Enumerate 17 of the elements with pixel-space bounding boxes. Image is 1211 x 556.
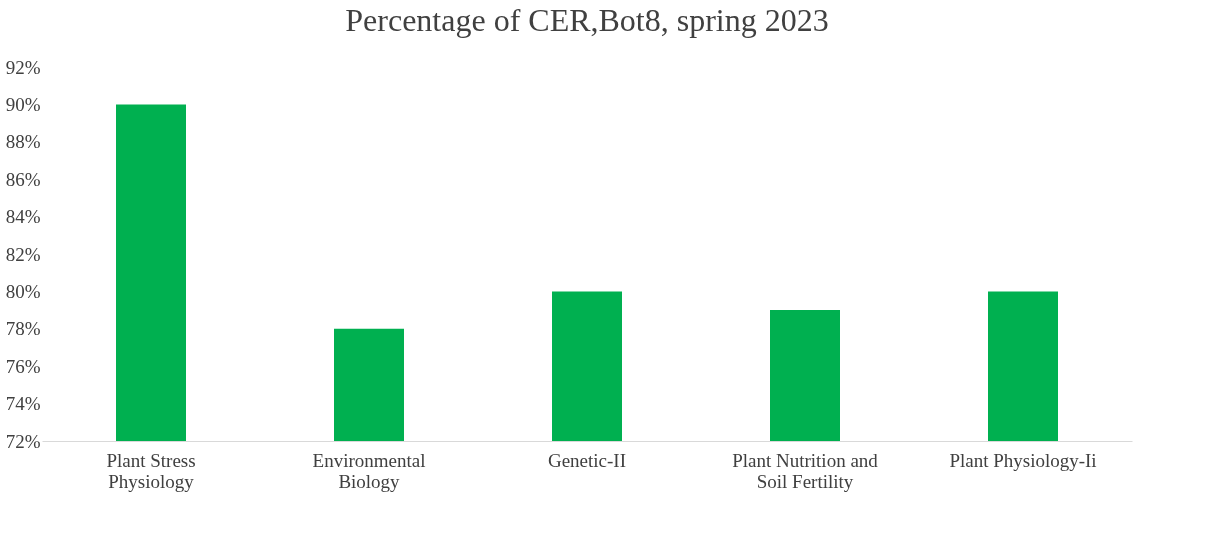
y-tick-label: 84% <box>5 206 41 228</box>
x-tick-label: Plant Physiology-Ii <box>949 449 1097 471</box>
y-tick-label: 74% <box>5 393 41 415</box>
y-tick-label: 90% <box>5 93 41 115</box>
y-tick-label: 72% <box>5 430 41 452</box>
y-tick-label: 78% <box>5 318 41 340</box>
y-tick-label: 92% <box>5 56 41 78</box>
chart-title: Percentage of CER,Bot8, spring 2023 <box>345 2 829 38</box>
x-tick-label: Plant Nutrition and Soil Fertility <box>732 449 879 492</box>
x-tick-label: Genetic-II <box>547 449 627 471</box>
y-tick-label: 80% <box>5 280 41 302</box>
y-tick-label: 76% <box>5 355 41 377</box>
x-tick-label: Environmental Biology <box>312 449 426 492</box>
y-tick-label: 88% <box>5 131 41 153</box>
y-tick-label: 86% <box>5 168 41 190</box>
x-tick-label: Plant Stress Physiology <box>106 449 196 492</box>
y-tick-label: 82% <box>5 243 41 265</box>
